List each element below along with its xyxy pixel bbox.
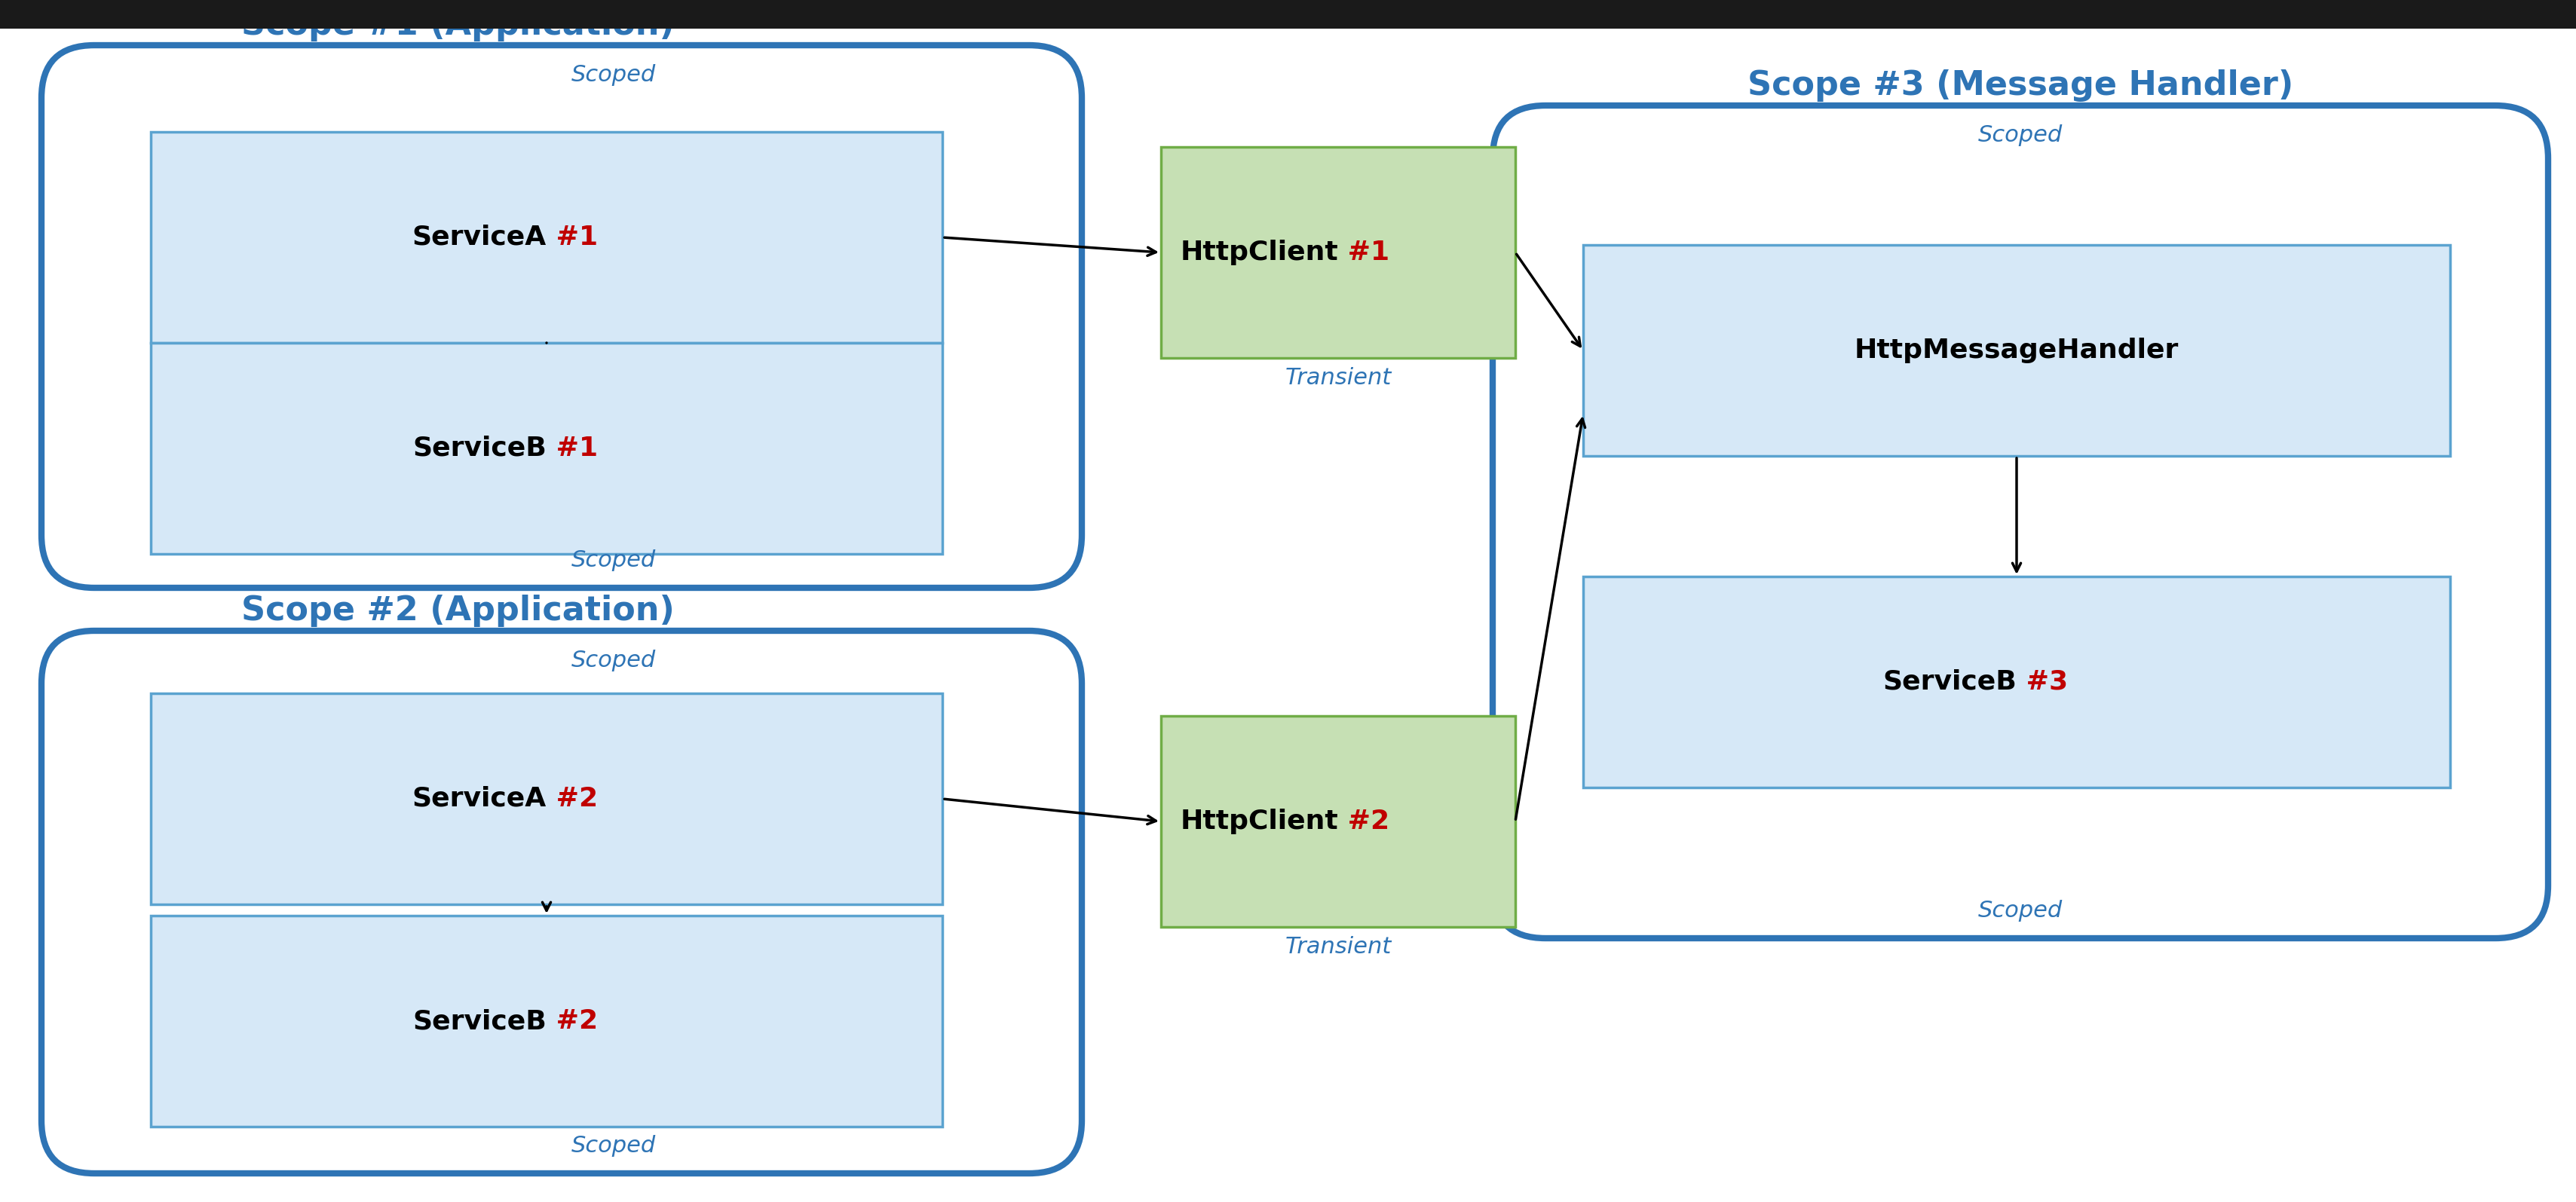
Text: Scope #3 (Message Handler): Scope #3 (Message Handler) bbox=[1747, 70, 2293, 102]
Text: ServiceA: ServiceA bbox=[412, 786, 546, 811]
Bar bbox=[152, 694, 943, 904]
Text: HttpMessageHandler: HttpMessageHandler bbox=[1855, 338, 2179, 363]
Text: ServiceB: ServiceB bbox=[1883, 670, 2017, 695]
Text: #1: #1 bbox=[546, 225, 598, 250]
Text: Scoped: Scoped bbox=[572, 64, 657, 85]
Text: ServiceB #1: ServiceB #1 bbox=[453, 435, 639, 462]
Text: HttpClient #1: HttpClient #1 bbox=[1234, 239, 1443, 266]
Text: Scoped: Scoped bbox=[572, 1135, 657, 1156]
Text: #2: #2 bbox=[1337, 809, 1388, 834]
FancyBboxPatch shape bbox=[1492, 106, 2548, 939]
Text: Scoped: Scoped bbox=[1978, 900, 2063, 922]
Text: ServiceB: ServiceB bbox=[412, 1008, 546, 1034]
Text: Transient: Transient bbox=[1285, 936, 1391, 958]
Bar bbox=[152, 916, 943, 1126]
Text: Transient: Transient bbox=[1285, 367, 1391, 389]
Text: ServiceB #2: ServiceB #2 bbox=[453, 1008, 639, 1034]
Text: ServiceB #3: ServiceB #3 bbox=[1924, 670, 2110, 695]
Text: Scope #1 (Application): Scope #1 (Application) bbox=[242, 10, 675, 41]
Text: Scope #2 (Application): Scope #2 (Application) bbox=[242, 595, 675, 627]
Text: ServiceA #1: ServiceA #1 bbox=[453, 225, 639, 250]
Text: HttpClient: HttpClient bbox=[1180, 809, 1337, 834]
Text: HttpClient: HttpClient bbox=[1180, 239, 1337, 266]
Text: HttpClient #2: HttpClient #2 bbox=[1234, 809, 1443, 834]
Bar bbox=[0, 0, 2576, 29]
Text: Scoped: Scoped bbox=[572, 649, 657, 672]
Bar bbox=[1584, 245, 2450, 456]
FancyBboxPatch shape bbox=[41, 631, 1082, 1173]
Bar bbox=[1162, 716, 1515, 927]
Text: #3: #3 bbox=[2017, 670, 2069, 695]
Text: Scoped: Scoped bbox=[572, 549, 657, 571]
Text: Scoped: Scoped bbox=[1978, 124, 2063, 147]
Text: ServiceA #2: ServiceA #2 bbox=[453, 786, 639, 811]
Text: ServiceA: ServiceA bbox=[412, 225, 546, 250]
Text: #1: #1 bbox=[1337, 239, 1388, 266]
Text: #1: #1 bbox=[546, 435, 598, 462]
FancyBboxPatch shape bbox=[41, 46, 1082, 588]
Text: ServiceB: ServiceB bbox=[412, 435, 546, 462]
Bar bbox=[1584, 577, 2450, 787]
Text: #2: #2 bbox=[546, 1008, 598, 1034]
Bar bbox=[1162, 147, 1515, 358]
Bar bbox=[152, 343, 943, 554]
Text: #2: #2 bbox=[546, 786, 598, 811]
Bar bbox=[152, 132, 943, 343]
